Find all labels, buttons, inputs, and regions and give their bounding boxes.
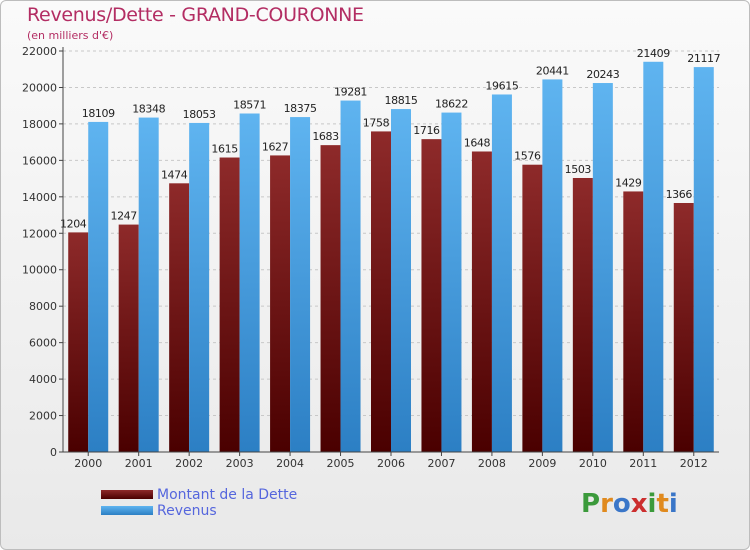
y-tick-label: 14000 — [22, 191, 57, 204]
data-label-dette: 1204 — [60, 217, 87, 230]
bar-revenus — [340, 100, 361, 453]
data-label-dette: 1429 — [615, 176, 642, 189]
data-label-revenus: 18815 — [385, 94, 418, 107]
bar-revenus — [138, 117, 159, 452]
legend-label-revenus: Revenus — [157, 503, 217, 519]
data-label-revenus: 21117 — [687, 52, 720, 65]
bar-revenus — [88, 121, 109, 453]
logo-letter: o — [612, 489, 631, 519]
logo-letter: x — [630, 489, 648, 519]
bar-revenus — [239, 113, 260, 453]
logo-letter: i — [668, 489, 678, 519]
data-label-dette: 1247 — [110, 210, 137, 223]
bar-dette — [118, 224, 139, 452]
data-label-revenus: 18622 — [435, 98, 468, 111]
y-tick-label: 8000 — [29, 300, 57, 313]
x-tick-label: 2002 — [175, 457, 203, 470]
proxiti-logo: Proxiti — [581, 489, 678, 519]
data-label-dette: 1716 — [413, 124, 440, 137]
chart-title: Revenus/Dette - GRAND-COURONNE — [27, 4, 364, 26]
data-label-dette: 1648 — [464, 136, 491, 149]
x-tick-label: 2009 — [528, 457, 556, 470]
data-label-revenus: 18053 — [183, 108, 216, 121]
bar-dette — [673, 202, 694, 452]
data-label-revenus: 19281 — [334, 86, 367, 99]
logo-letter: P — [581, 489, 601, 519]
bar-dette — [270, 155, 291, 452]
y-tick-label: 10000 — [22, 264, 57, 277]
bar-revenus — [189, 122, 210, 452]
y-tick-label: 12000 — [22, 227, 57, 240]
y-tick-label: 0 — [50, 446, 57, 459]
bar-dette — [572, 177, 593, 452]
bar-revenus — [441, 112, 462, 453]
bar-revenus — [290, 117, 311, 453]
y-tick-label: 18000 — [22, 118, 57, 131]
bar-dette — [68, 232, 89, 452]
data-label-dette: 1683 — [312, 130, 339, 143]
data-label-dette: 1576 — [514, 150, 541, 163]
legend-swatch-revenus — [101, 506, 153, 515]
data-label-revenus: 18109 — [82, 107, 115, 120]
data-label-revenus: 18375 — [284, 102, 317, 115]
data-label-revenus: 20441 — [536, 64, 569, 77]
logo-letter: i — [647, 489, 657, 519]
bar-revenus — [391, 109, 411, 452]
data-label-revenus: 18571 — [233, 99, 266, 112]
bar-dette — [169, 183, 190, 452]
y-tick-label: 16000 — [22, 154, 57, 167]
data-label-dette: 1758 — [363, 116, 390, 129]
x-tick-label: 2004 — [276, 457, 304, 470]
data-label-dette: 1366 — [666, 188, 693, 201]
x-tick-label: 2003 — [226, 457, 254, 470]
x-tick-label: 2011 — [629, 457, 657, 470]
y-tick-label: 4000 — [29, 373, 57, 386]
x-tick-label: 2010 — [579, 457, 607, 470]
x-tick-label: 2006 — [377, 457, 405, 470]
x-tick-label: 2007 — [427, 457, 455, 470]
legend-label-debt: Montant de la Dette — [157, 487, 298, 503]
data-label-dette: 1474 — [161, 168, 188, 181]
data-label-dette: 1503 — [565, 163, 592, 176]
x-tick-label: 2001 — [125, 457, 153, 470]
y-tick-label: 2000 — [29, 410, 57, 423]
bar-dette — [623, 191, 644, 452]
data-label-revenus: 20243 — [586, 68, 619, 81]
chart-subtitle: (en milliers d'€) — [27, 29, 114, 42]
bar-dette — [471, 151, 492, 453]
y-tick-label: 22000 — [22, 45, 57, 58]
bar-dette — [371, 131, 391, 452]
bar-revenus — [693, 67, 714, 453]
bar-revenus — [491, 94, 512, 452]
bar-dette — [320, 145, 341, 452]
bar-revenus — [643, 61, 664, 453]
legend-swatch-debt — [101, 490, 153, 499]
bar-revenus — [592, 83, 613, 452]
y-tick-label: 20000 — [22, 81, 57, 94]
x-tick-label: 2000 — [74, 457, 102, 470]
data-label-revenus: 18348 — [132, 103, 165, 116]
bar-dette — [219, 157, 240, 452]
bar-dette — [522, 164, 543, 452]
logo-letter: t — [656, 489, 669, 519]
data-label-revenus: 19615 — [485, 79, 518, 92]
x-tick-label: 2012 — [680, 457, 708, 470]
y-tick-label: 6000 — [29, 337, 57, 350]
logo-letter: r — [600, 489, 613, 519]
bar-dette — [421, 139, 442, 452]
data-label-dette: 1627 — [262, 140, 289, 153]
bar-revenus — [542, 79, 563, 452]
x-tick-label: 2005 — [327, 457, 355, 470]
x-tick-label: 2008 — [478, 457, 506, 470]
data-label-dette: 1615 — [211, 143, 238, 156]
data-label-revenus: 21409 — [637, 47, 670, 60]
